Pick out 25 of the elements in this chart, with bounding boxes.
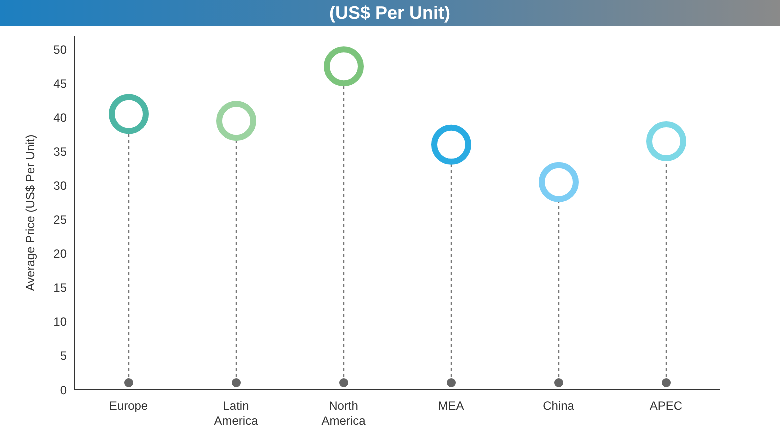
y-tick-label: 15 [54, 281, 68, 296]
y-tick-label: 0 [60, 383, 68, 398]
point [216, 101, 256, 142]
x-tick-label: Latin America [214, 399, 259, 428]
x-tick-label: North America [322, 399, 366, 428]
y-tick-label: 45 [54, 76, 68, 91]
y-tick-label: 10 [54, 315, 68, 330]
x-tick-label: APEC [650, 399, 683, 413]
y-tick-label: 20 [54, 247, 68, 262]
y-tick-label: 25 [54, 213, 68, 228]
y-tick-label: 35 [54, 144, 68, 159]
x-tick-label: China [543, 399, 575, 413]
y-tick-label: 50 [54, 42, 68, 57]
y-tick-label: 40 [54, 110, 68, 125]
point [539, 162, 579, 202]
x-tick-label: Europe [109, 399, 148, 413]
y-axis-title: Average Price (US$ Per Unit) [23, 134, 38, 292]
chart-title: (US$ Per Unit) [0, 0, 780, 26]
y-tick-label: 30 [54, 179, 68, 194]
y-tick-label: 5 [60, 349, 68, 364]
point [432, 124, 472, 165]
point [324, 46, 364, 87]
point [109, 94, 149, 134]
point [646, 122, 686, 162]
x-tick-label: MEA [438, 399, 464, 413]
